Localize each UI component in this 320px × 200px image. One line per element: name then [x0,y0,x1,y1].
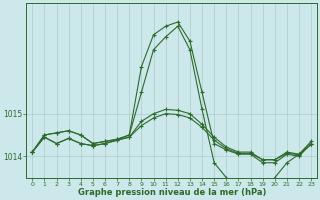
X-axis label: Graphe pression niveau de la mer (hPa): Graphe pression niveau de la mer (hPa) [77,188,266,197]
